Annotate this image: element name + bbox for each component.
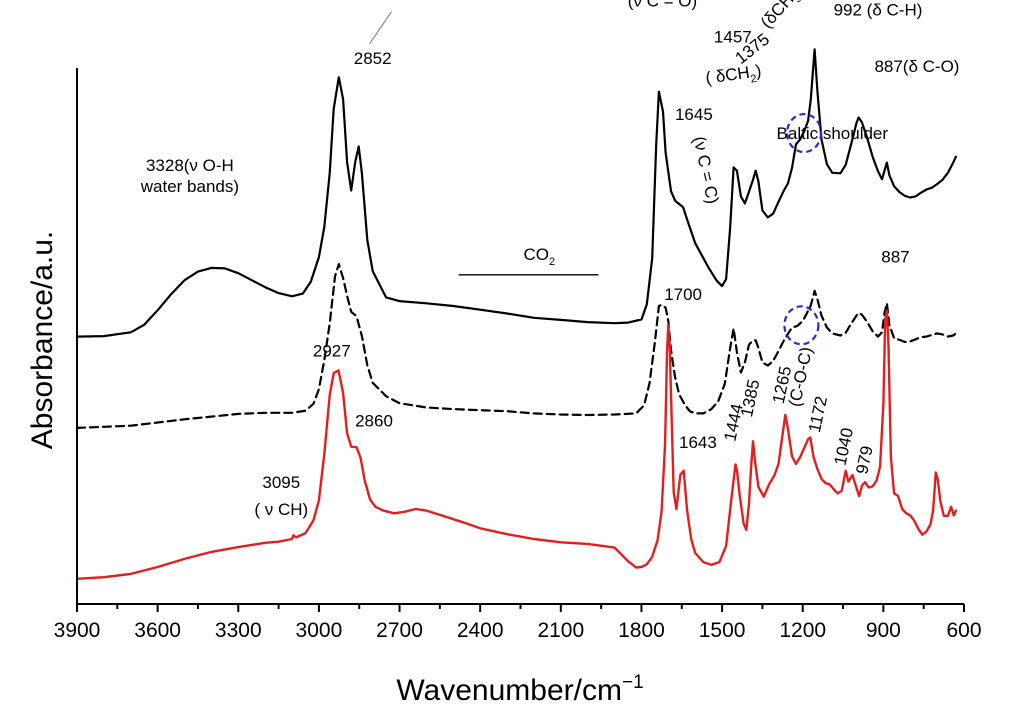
annotation-line: 992 (δ C-H) [834, 0, 923, 19]
leader-line-2852 [368, 11, 392, 45]
annotation-a_nu_cc: (ν C = C) [690, 135, 723, 206]
annotation-a1645: 1645 [675, 105, 713, 124]
x-tick-label: 3300 [215, 619, 262, 642]
annotation-a887top: 887(δ C-O) [874, 57, 959, 76]
annotation-line: water bands) [140, 177, 239, 196]
plot-area: 2926( ν C-H methyl and methylenegroups, … [75, 0, 960, 580]
decor-layer [368, 11, 823, 346]
annotation-line: 2927 [313, 341, 351, 360]
annotation-a992: 992 (δ C-H) [834, 0, 923, 19]
annotation-line: CO [524, 245, 550, 264]
annotation-a2860: 2860 [355, 411, 393, 430]
x-tick-label: 1500 [699, 619, 746, 642]
annotation-line: 2852 [354, 49, 392, 68]
annotation-line: 1040 [831, 426, 857, 467]
annotation-a3328: 3328(ν O-H water bands) [140, 156, 239, 196]
annotation-a1172: 1172 [805, 395, 831, 435]
annotation-a1700: 1700 [664, 285, 702, 304]
baltic-shoulder-circle [783, 305, 820, 346]
annotation-line: 1643 [679, 433, 717, 452]
x-tick-label: 3000 [296, 619, 343, 642]
annotation-line: 3328(ν O-H [146, 156, 234, 175]
x-tick-label: 1800 [618, 619, 665, 642]
annotation-a2852: 2852 [354, 49, 392, 68]
annotation-line: 2860 [355, 411, 393, 430]
x-tick-label: 600 [946, 619, 981, 642]
annotation-line: 979 [852, 444, 876, 476]
annotation-line: 3095 [262, 473, 300, 492]
x-tick-label: 2100 [537, 619, 584, 642]
annotation-a3095: 3095 [262, 473, 300, 492]
annotation-line: 887 [881, 247, 909, 266]
annotation-a_dch3: (δCH3) [757, 0, 809, 35]
spectrum-line-2 [75, 263, 957, 429]
series-layer [75, 48, 958, 580]
annotation-a887mid: 887 [881, 247, 909, 266]
x-tick-label: 3600 [134, 619, 181, 642]
annotation-line: (ν C = C) [690, 135, 723, 206]
annotation-a1385: 1385 [737, 378, 763, 419]
annotation-line: 1645 [675, 105, 713, 124]
annotation-line: Baltic shoulder [777, 124, 889, 143]
annotation-abaltic: Baltic shoulder [777, 124, 889, 143]
spectrum-line-3 [75, 309, 958, 580]
annotation-aco2: CO2 [524, 245, 556, 268]
annotation-subscript: 2 [549, 256, 555, 268]
annotation-line: 887(δ C-O) [874, 57, 959, 76]
x-tick-label: 900 [866, 619, 901, 642]
spectrum-line-1 [75, 48, 957, 338]
annotation-a979: 979 [852, 444, 876, 476]
x-tick-label: 3900 [54, 619, 101, 642]
annotation-subscript: 3 [792, 0, 805, 5]
annotation-a1457: 1457 [714, 27, 752, 46]
annotation-line: 1457 [714, 27, 752, 46]
annotation-a1040: 1040 [831, 426, 857, 467]
annotation-line: (ν C = O) [628, 0, 697, 11]
y-axis-title: Absorbance/a.u. [26, 231, 59, 449]
annotation-line: (δCH [757, 0, 798, 32]
x-axis-title: Wavenumber/cm−1 [396, 672, 643, 707]
annotation-a_nuch: ( ν CH) [254, 500, 308, 519]
annotation-line: 1172 [805, 395, 831, 435]
x-tick-label: 1200 [779, 619, 826, 642]
x-ticks: 3900 3600 3300 3000 2700 2400 2100 1800 1500 1200… [54, 604, 982, 642]
baltic-shoulder-circle [785, 112, 823, 154]
annotation-line: 1700 [664, 285, 702, 304]
x-axis-title-superscript: −1 [622, 672, 644, 693]
annotation-subscript: 2 [750, 73, 758, 86]
annotation-a2927: 2927 [313, 341, 351, 360]
annotation-line: ( ν CH) [254, 500, 308, 519]
annotation-line: 1385 [737, 378, 763, 419]
annotation-layer: 2926( ν C-H methyl and methylenegroups, … [140, 0, 960, 519]
annotation-a1735: 1735(ν C = O) [628, 0, 697, 11]
x-tick-label: 2700 [376, 619, 423, 642]
annotation-tail: ) [754, 61, 762, 81]
x-axis-title-text: Wavenumber/cm [396, 674, 622, 707]
annotation-a1643: 1643 [679, 433, 717, 452]
annotation-a_dch2: ( δCH2) [704, 61, 763, 92]
x-tick-label: 2400 [457, 619, 504, 642]
